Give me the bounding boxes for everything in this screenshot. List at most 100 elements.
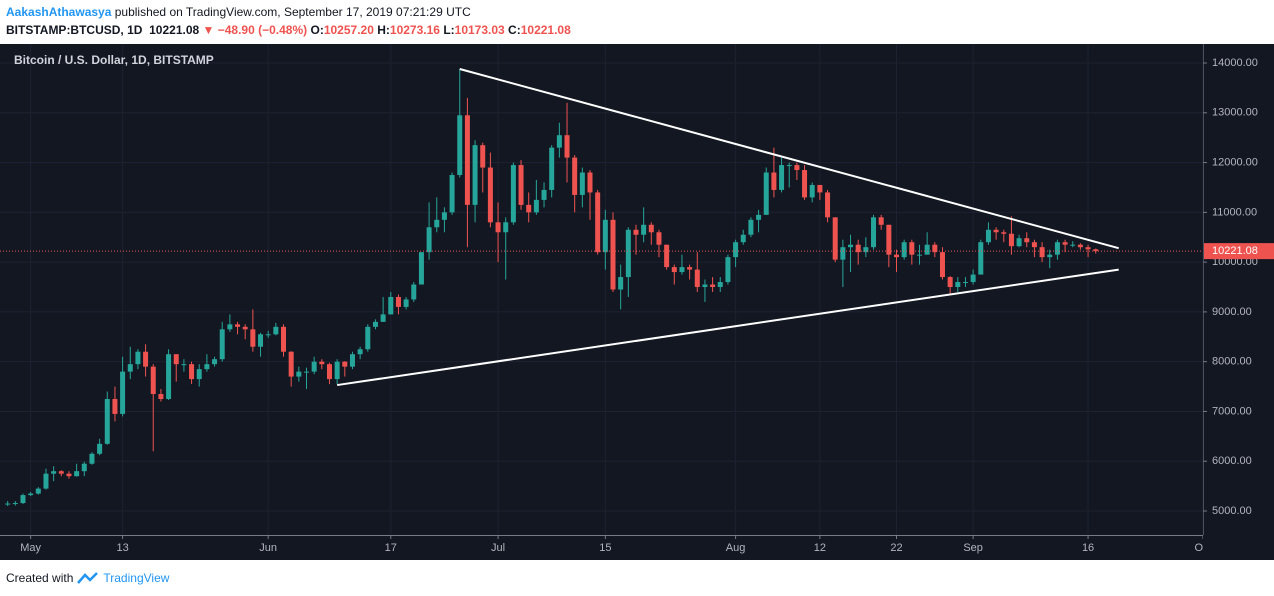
candle-body	[1024, 238, 1030, 243]
candle-body	[779, 165, 785, 190]
candle-body	[43, 473, 49, 489]
candle-body	[288, 351, 294, 377]
candle-body	[296, 371, 302, 377]
candle-body	[863, 247, 869, 253]
last: 10221.08	[149, 23, 200, 37]
candle-body	[166, 354, 172, 400]
candle-body	[840, 247, 846, 260]
l-value: 10173.03	[454, 23, 505, 37]
x-tick-label: 22	[890, 542, 902, 554]
y-tick-label: 8000.00	[1212, 356, 1252, 368]
candle-body	[311, 361, 317, 372]
candle-body	[694, 269, 700, 288]
candle-body	[250, 329, 256, 347]
plot	[0, 68, 1203, 507]
candle-body	[825, 192, 831, 218]
candle-body	[1001, 232, 1007, 234]
candle-body	[457, 115, 463, 176]
x-tick-label: Aug	[726, 542, 746, 554]
candle-body	[625, 229, 631, 278]
candle-body	[962, 282, 968, 284]
candle-body	[480, 145, 486, 168]
x-tick-label: 12	[814, 542, 826, 554]
candle-body	[357, 349, 363, 355]
brand[interactable]: TradingView	[103, 571, 170, 585]
y-tick-label: 12000.00	[1212, 156, 1258, 168]
candle-body	[1054, 242, 1060, 255]
axes: 5000.006000.007000.008000.009000.0010000…	[20, 57, 1274, 554]
candle-body	[1016, 238, 1022, 247]
candle-body	[817, 184, 823, 193]
trendline	[337, 268, 1119, 387]
created-with: Created with	[6, 571, 74, 585]
grid	[0, 44, 1204, 535]
candle-body	[35, 488, 41, 494]
chart-title: Bitcoin / U.S. Dollar, 1D, BITSTAMP	[14, 53, 214, 67]
h-label: H:	[377, 23, 390, 37]
candle-body	[955, 282, 961, 288]
candle-body	[641, 224, 647, 235]
candle-body	[403, 299, 409, 307]
candle-body	[618, 277, 624, 290]
candle-body	[771, 172, 777, 190]
candle-body	[832, 217, 838, 260]
candle-body	[725, 257, 731, 283]
candle-body	[173, 354, 179, 365]
publish-line: AakashAthawasya published on TradingView…	[6, 5, 471, 19]
candle-body	[978, 242, 984, 275]
candle-body	[143, 351, 149, 367]
candle-body	[334, 361, 340, 380]
candle-body	[595, 192, 601, 253]
candle-body	[809, 184, 815, 198]
candle-body	[464, 115, 470, 205]
candle-body	[664, 244, 670, 268]
author[interactable]: AakashAthawasya	[6, 5, 112, 19]
c-value: 10221.08	[520, 23, 571, 37]
candle-body	[733, 242, 739, 258]
h-value: 10273.16	[389, 23, 440, 37]
candle-body	[74, 471, 80, 477]
chart: 5000.006000.007000.008000.009000.0010000…	[0, 44, 1274, 560]
last-price-box	[1204, 243, 1274, 260]
x-tick-label: Jul	[491, 542, 505, 554]
candle-body	[947, 277, 953, 288]
candle-body	[1085, 247, 1091, 250]
candle-body	[372, 321, 378, 327]
candle-body	[886, 224, 892, 255]
candle-body	[924, 244, 930, 255]
candle-body	[58, 471, 64, 474]
candle-body	[5, 503, 11, 505]
candle-body	[411, 284, 417, 300]
change: ▼ −48.90 (−0.48%)	[202, 23, 308, 37]
candle-body	[181, 364, 187, 366]
candle-body	[786, 165, 792, 167]
candle-body	[1031, 242, 1037, 248]
y-tick-label: 9000.00	[1212, 306, 1252, 318]
candle-body	[219, 329, 225, 360]
last-price-label: 10221.08	[1212, 245, 1258, 257]
candle-body	[51, 471, 57, 474]
candle-body	[395, 296, 401, 307]
candle-body	[633, 229, 639, 235]
candle-body	[541, 189, 547, 200]
candle-body	[97, 443, 103, 454]
candle-body	[579, 172, 585, 195]
o-label: O:	[310, 23, 324, 37]
y-tick-label: 14000.00	[1212, 57, 1258, 69]
candle-body	[679, 267, 685, 273]
candle-body	[12, 503, 18, 505]
candle-body	[909, 242, 915, 255]
candle-body	[848, 244, 854, 248]
symbol: BITSTAMP:BTCUSD, 1D	[6, 23, 143, 37]
candle-body	[526, 204, 532, 213]
x-tick-label: May	[20, 542, 41, 554]
candle-body	[894, 254, 900, 258]
candle-body	[587, 172, 593, 193]
candle-body	[572, 157, 578, 195]
candle-body	[150, 366, 156, 395]
x-tick-label: 15	[599, 542, 611, 554]
candle-body	[112, 399, 118, 414]
c-label: C:	[508, 23, 521, 37]
candle-body	[66, 473, 72, 477]
candle-body	[135, 351, 141, 365]
